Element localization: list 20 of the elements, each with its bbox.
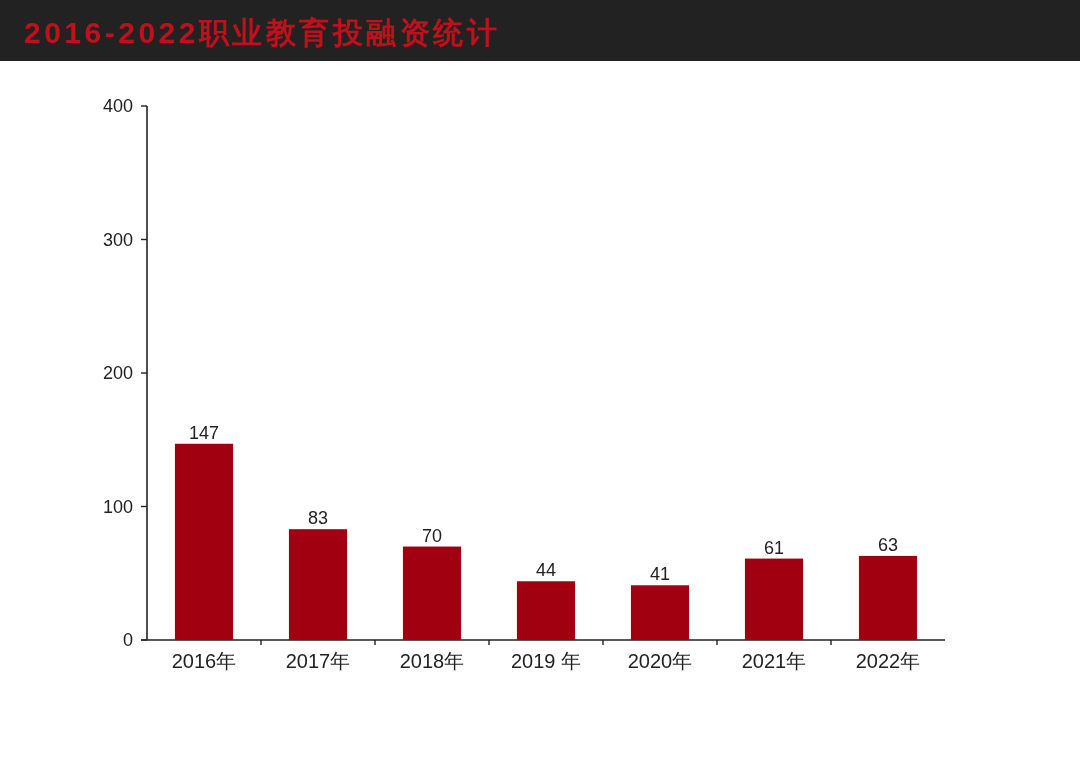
y-tick-label: 100 xyxy=(102,496,133,517)
x-tick-label: 2019 年 xyxy=(510,650,582,672)
y-tick-label: 300 xyxy=(102,229,133,250)
data-label: 83 xyxy=(307,508,329,529)
data-label: 41 xyxy=(649,564,671,585)
data-label: 61 xyxy=(763,537,785,558)
x-tick-label: 2020年 xyxy=(627,650,693,672)
x-tick-label: 2016年 xyxy=(171,650,237,672)
data-label: 70 xyxy=(421,525,443,546)
x-tick-label: 2022年 xyxy=(855,650,921,672)
x-tick-label: 2018年 xyxy=(399,650,465,672)
y-tick-label: 400 xyxy=(102,96,133,116)
data-label: 147 xyxy=(188,422,220,443)
x-tick-label: 2017年 xyxy=(285,650,351,672)
data-label: 63 xyxy=(877,534,899,555)
y-tick-label: 0 xyxy=(122,630,133,650)
x-tick-label: 2021年 xyxy=(741,650,807,672)
y-tick-label: 200 xyxy=(102,363,133,383)
title: 2016-2022职业教育投融资统计 xyxy=(24,16,501,49)
data-label: 44 xyxy=(535,560,557,581)
